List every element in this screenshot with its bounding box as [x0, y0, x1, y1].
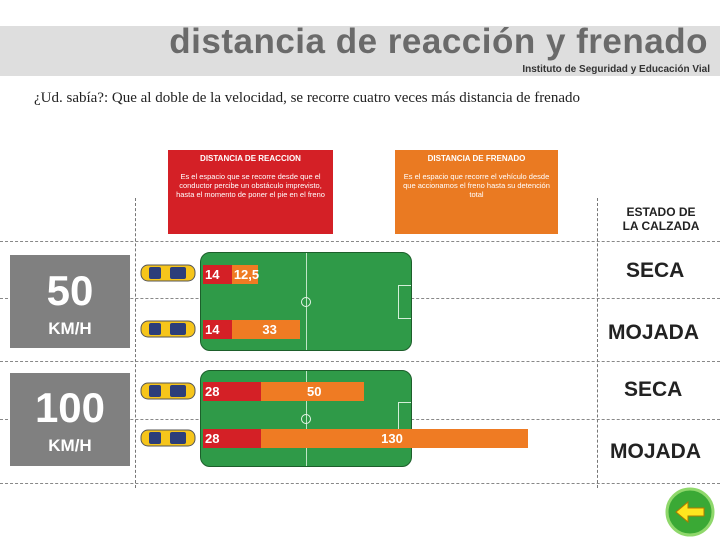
row-divider — [0, 483, 720, 484]
braking-bar: 12,5 — [231, 265, 260, 284]
braking-bar: 50 — [260, 382, 364, 401]
institute-name: Instituto de Seguridad y Educación Vial — [522, 64, 710, 75]
row-divider — [0, 361, 720, 362]
estado-header-line2: LA CALZADA — [622, 219, 700, 233]
reaction-bar-label: 28 — [205, 431, 220, 446]
braking-bar-label: 130 — [381, 431, 403, 446]
reaction-bar-label: 28 — [205, 384, 220, 399]
braking-bar-label: 50 — [307, 384, 322, 399]
reaction-bar: 14 — [203, 265, 232, 284]
estado-header: ESTADO DE LA CALZADA — [606, 205, 716, 233]
speed-unit: KM/H — [48, 436, 92, 455]
condition-label: MOJADA — [610, 440, 702, 463]
page-title: distancia de reacción y frenado — [169, 22, 708, 61]
reaction-bar: 28 — [203, 382, 261, 401]
reaction-bar: 14 — [203, 320, 232, 339]
reaction-bar-label: 14 — [205, 322, 220, 337]
back-arrow-icon[interactable] — [664, 487, 716, 537]
car-icon — [140, 320, 196, 338]
reaction-bar-label: 14 — [205, 267, 220, 282]
divider-right — [597, 198, 598, 488]
braking-bar-label: 33 — [262, 322, 277, 337]
braking-legend-box: DISTANCIA DE FRENADO Es el espacio que r… — [395, 150, 558, 234]
car-icon — [140, 382, 196, 400]
car-icon — [140, 429, 196, 447]
braking-bar: 130 — [260, 429, 529, 448]
reaction-legend-box: DISTANCIA DE REACCION Es el espacio que … — [168, 150, 333, 234]
reaction-bar: 28 — [203, 429, 261, 448]
condition-label: MOJADA — [608, 321, 700, 344]
braking-bar-label: 12,5 — [233, 267, 260, 282]
condition-label: SECA — [626, 259, 685, 282]
braking-legend-text: Es el espacio que recorre el vehículo de… — [403, 172, 550, 199]
car-icon — [140, 264, 196, 282]
row-divider — [0, 241, 720, 242]
speed-value: 100 — [34, 384, 106, 431]
condition-label: SECA — [624, 378, 683, 401]
question-text: ¿Ud. sabía?: Que al doble de la velocida… — [34, 90, 580, 106]
speed-value: 50 — [46, 267, 94, 314]
speed-unit: KM/H — [48, 319, 92, 338]
title-band — [0, 26, 720, 76]
braking-legend-title: DISTANCIA DE FRENADO — [427, 154, 526, 163]
braking-bar: 33 — [231, 320, 300, 339]
reaction-legend-title: DISTANCIA DE REACCION — [200, 154, 301, 163]
speed-label-50: 50 KM/H — [10, 255, 130, 348]
speed-label-100: 100 KM/H — [10, 373, 130, 466]
divider-left — [135, 198, 136, 488]
estado-header-line1: ESTADO DE — [626, 205, 696, 219]
reaction-legend-text: Es el espacio que se recorre desde que e… — [176, 172, 325, 199]
